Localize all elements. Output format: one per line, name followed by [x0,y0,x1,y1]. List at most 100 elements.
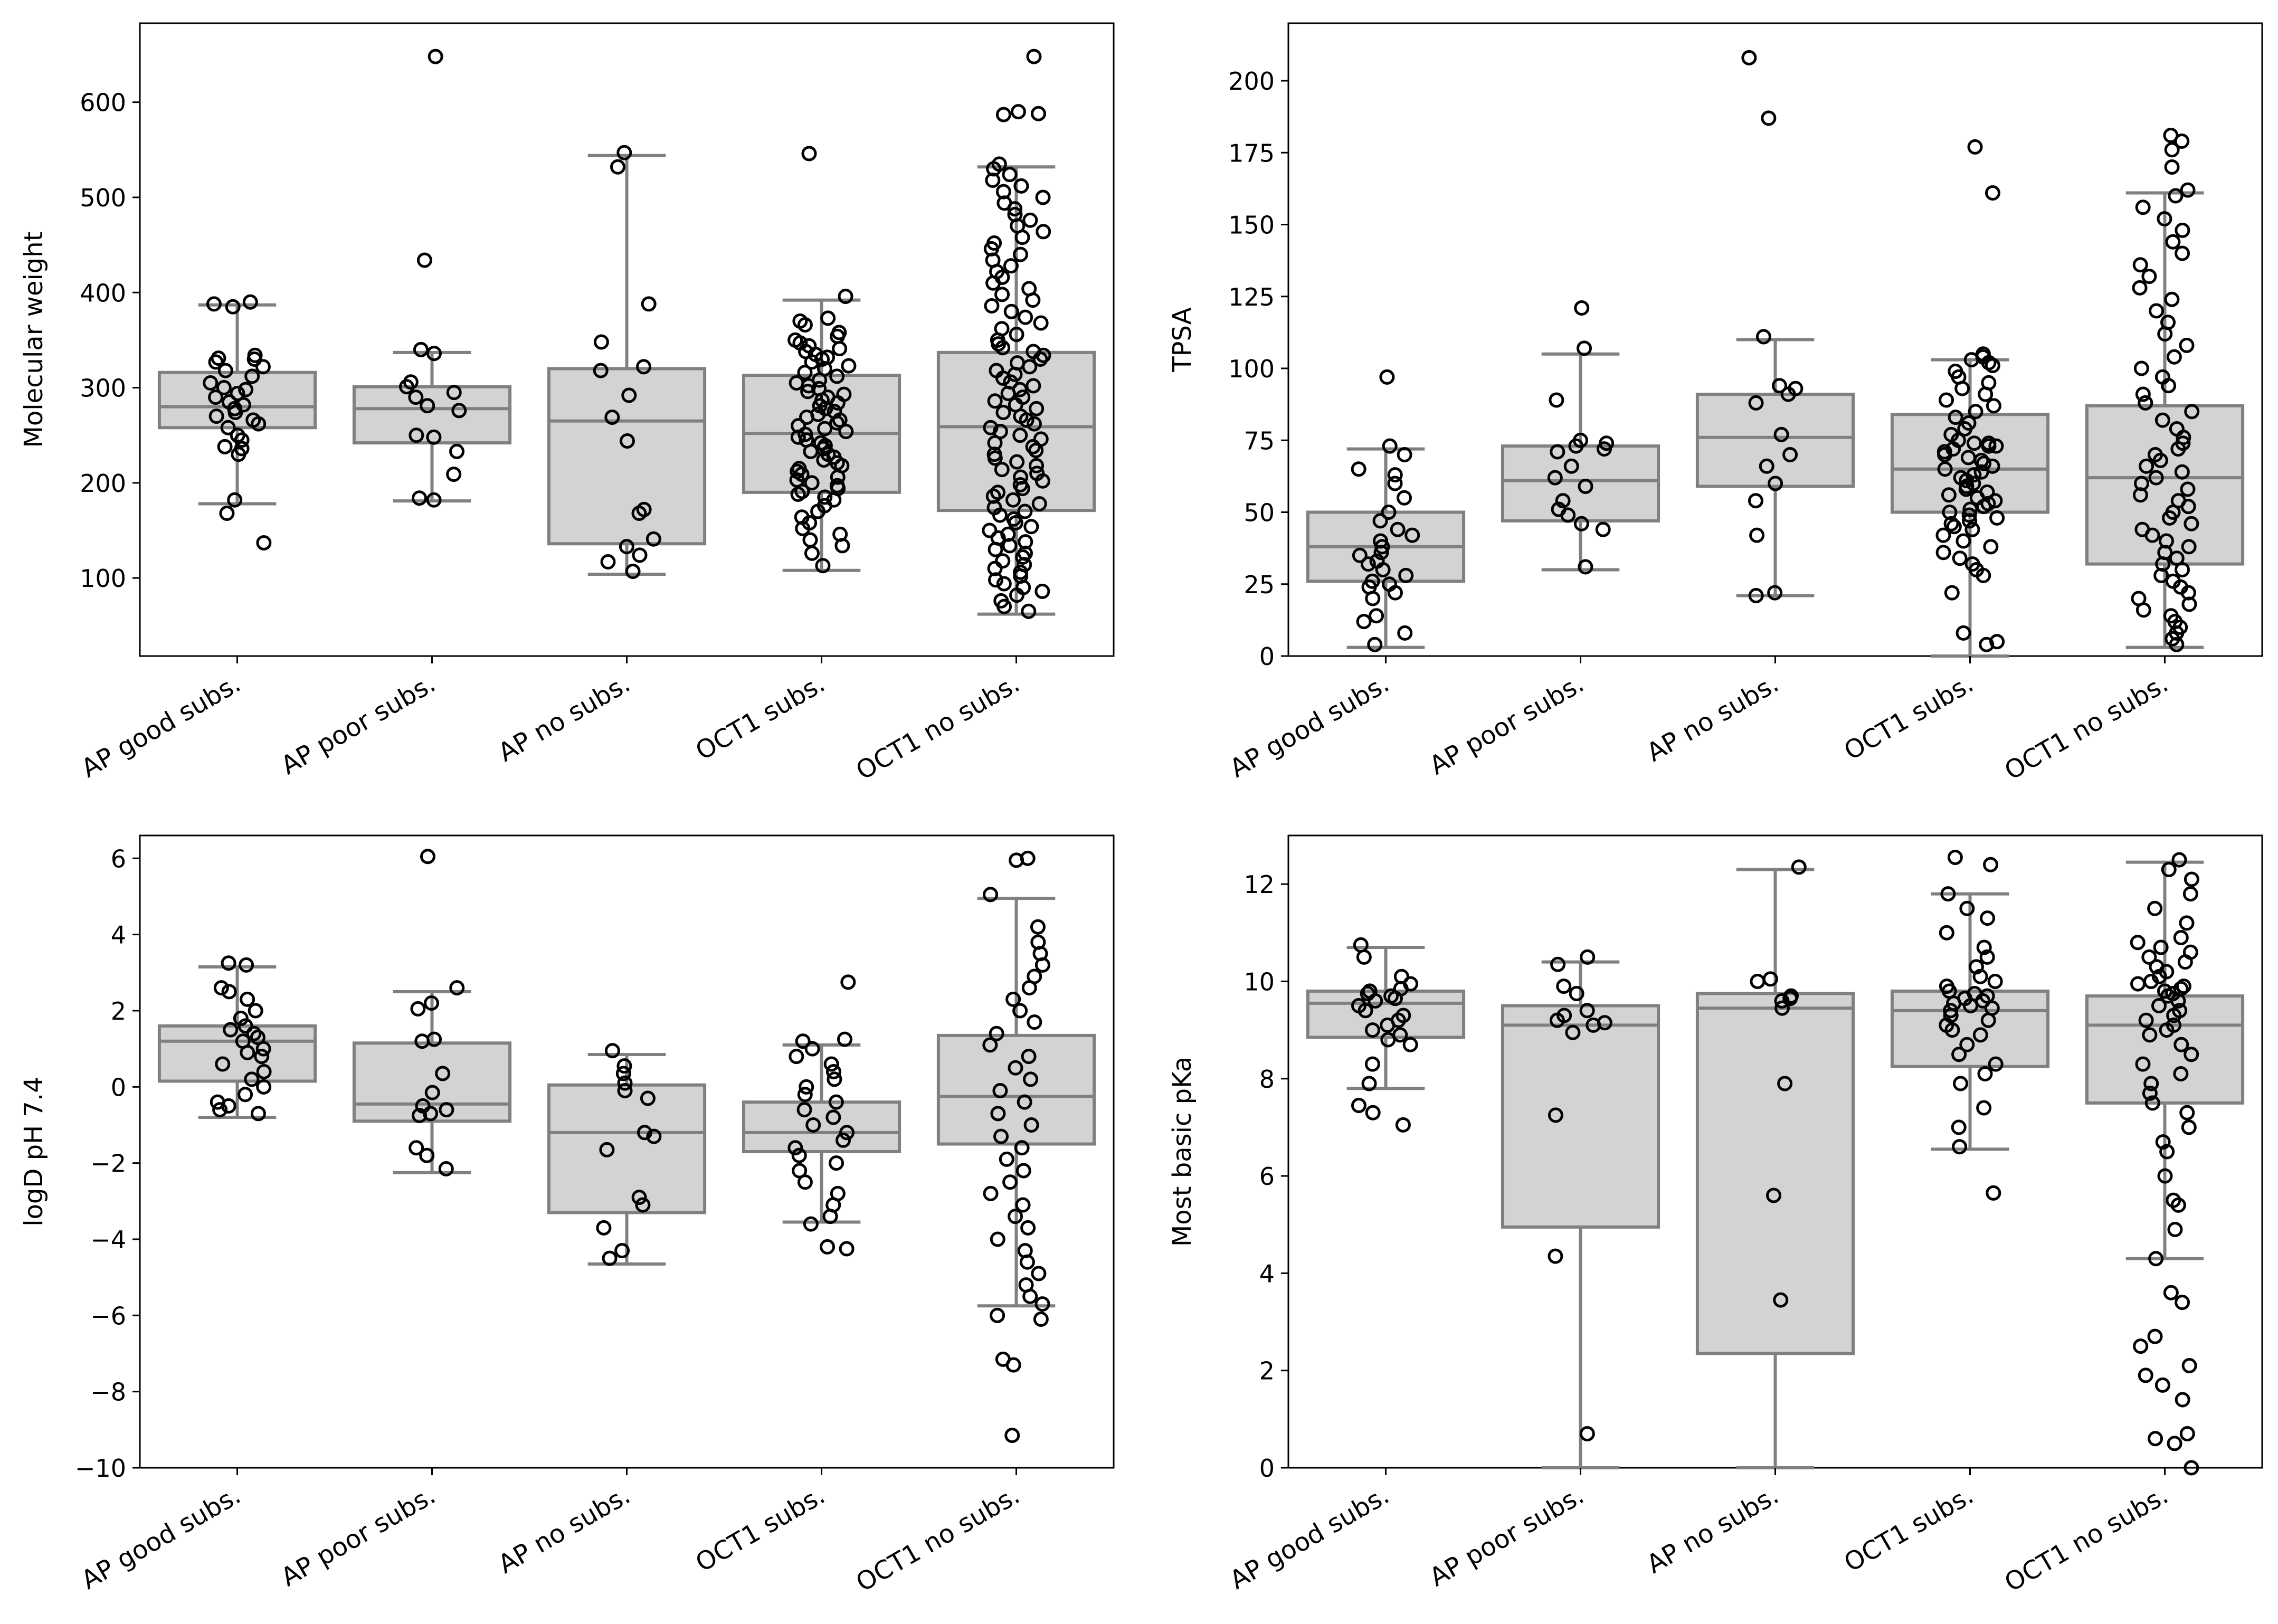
box-3 [1695,992,1855,1355]
data-point [1985,358,2000,374]
data-point [1023,1071,1039,1087]
data-point [1029,458,1045,473]
data-point [2135,386,2151,402]
y-tick-label: 200 [80,469,126,498]
data-point [1364,1056,1380,1072]
data-point [2175,1295,2190,1310]
y-tick-label: 25 [1244,571,1275,599]
data-point [596,1220,612,1236]
data-point [820,310,836,326]
data-point [1943,1003,1959,1019]
data-point [982,523,998,538]
data-point [238,1087,253,1103]
data-point [2132,280,2148,296]
data-point [2165,234,2181,250]
data-point [2180,182,2196,198]
data-point [2164,159,2180,175]
data-point [2142,1027,2158,1043]
data-point [1548,1107,1563,1123]
data-point [223,1022,239,1038]
data-point [840,974,856,990]
data-point [416,252,432,268]
data-point [1748,493,1763,509]
data-point [614,1243,630,1259]
data-point [990,1106,1006,1122]
data-point [1748,588,1764,604]
data-point [994,287,1010,302]
y-tick-label: 10 [1244,967,1275,996]
data-point [1963,998,1979,1014]
data-point [1356,949,1372,965]
data-point [239,957,254,973]
data-point [2168,188,2184,204]
data-point [636,359,652,375]
data-point [617,1075,633,1091]
data-point [2170,1197,2186,1213]
data-point [2135,200,2151,215]
y-tick-label: 2 [1259,1357,1275,1385]
data-point [1759,458,1774,474]
data-point [990,1307,1005,1323]
data-point [837,1031,852,1047]
data-point [1968,404,1983,420]
data-point [1374,539,1390,555]
data-point [1005,492,1021,508]
data-point [625,564,641,580]
data-point [2173,1066,2189,1082]
data-point [2180,481,2196,497]
y-tick-label: −4 [90,1226,126,1254]
data-point [2147,900,2163,916]
data-point [1380,1032,1396,1048]
data-point [827,1071,842,1087]
data-point [2163,1285,2179,1300]
data-point [2141,269,2157,284]
data-point [1957,421,1973,436]
data-point [1026,378,1041,394]
data-point [802,532,818,548]
y-tick-label: 200 [1228,67,1275,96]
data-point [1944,1022,1960,1038]
y-axis-label: Most basic pKa [1168,1057,1197,1247]
data-point [839,1241,855,1257]
data-point [2130,976,2146,992]
x-tick-label: AP no subs. [493,669,635,768]
y-tick-label: 600 [80,89,126,117]
y-axis-label: logD pH 7.4 [19,1077,49,1227]
data-point [1952,550,1968,566]
data-point [1946,519,1962,535]
data-point [246,351,262,367]
box-1 [157,1024,317,1083]
x-tick-label: OCT1 subs. [1839,1480,1978,1578]
data-point [1959,1037,1975,1052]
data-point [790,486,806,502]
data-point [1388,585,1403,601]
data-point [1947,849,1963,865]
data-point [216,380,232,396]
data-point [1595,521,1611,537]
data-point [2177,954,2193,970]
data-point [1353,937,1369,953]
data-point [1387,467,1403,483]
data-point [1028,443,1044,459]
data-point [231,447,246,462]
data-point [834,538,850,554]
data-point [1033,315,1049,331]
data-point [791,1147,807,1163]
data-point [804,475,820,491]
data-point [451,403,467,419]
data-point [995,553,1011,569]
data-point [1944,585,1960,601]
data-point [994,462,1010,478]
data-point [1008,1060,1023,1076]
data-point [446,467,462,482]
x-tick-label: OCT1 no subs. [851,1480,1024,1598]
data-point [1548,1248,1563,1264]
data-point [2180,499,2196,515]
data-point [996,576,1012,592]
data-point [215,1056,231,1072]
data-point [1005,1357,1021,1373]
y-tick-label: 0 [111,1073,126,1101]
data-point [1961,507,1977,523]
data-point [1387,476,1403,491]
